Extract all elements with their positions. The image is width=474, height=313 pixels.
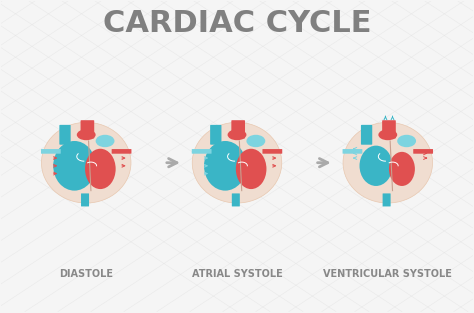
Ellipse shape bbox=[53, 141, 96, 191]
Ellipse shape bbox=[204, 141, 246, 191]
FancyBboxPatch shape bbox=[232, 193, 240, 207]
FancyBboxPatch shape bbox=[361, 125, 372, 145]
Ellipse shape bbox=[359, 146, 392, 186]
Ellipse shape bbox=[85, 149, 116, 189]
FancyBboxPatch shape bbox=[343, 149, 362, 154]
FancyBboxPatch shape bbox=[112, 149, 131, 154]
FancyBboxPatch shape bbox=[59, 125, 71, 145]
FancyBboxPatch shape bbox=[192, 149, 211, 154]
Ellipse shape bbox=[96, 135, 115, 147]
Ellipse shape bbox=[41, 122, 131, 203]
Ellipse shape bbox=[397, 135, 416, 147]
Ellipse shape bbox=[77, 129, 96, 140]
FancyBboxPatch shape bbox=[41, 149, 61, 154]
Ellipse shape bbox=[343, 122, 433, 203]
FancyBboxPatch shape bbox=[383, 193, 391, 207]
FancyBboxPatch shape bbox=[81, 120, 94, 139]
Ellipse shape bbox=[389, 152, 415, 186]
FancyBboxPatch shape bbox=[81, 193, 89, 207]
FancyBboxPatch shape bbox=[413, 149, 433, 154]
Text: VENTRICULAR SYSTOLE: VENTRICULAR SYSTOLE bbox=[323, 269, 452, 280]
Text: ATRIAL SYSTOLE: ATRIAL SYSTOLE bbox=[191, 269, 283, 280]
Text: CARDIAC CYCLE: CARDIAC CYCLE bbox=[103, 8, 371, 38]
FancyBboxPatch shape bbox=[210, 125, 221, 145]
FancyBboxPatch shape bbox=[231, 120, 245, 139]
FancyBboxPatch shape bbox=[263, 149, 282, 154]
FancyBboxPatch shape bbox=[382, 120, 396, 139]
Ellipse shape bbox=[236, 149, 266, 189]
Ellipse shape bbox=[192, 122, 282, 203]
Text: DIASTOLE: DIASTOLE bbox=[59, 269, 113, 280]
Ellipse shape bbox=[246, 135, 265, 147]
Ellipse shape bbox=[378, 129, 397, 140]
Ellipse shape bbox=[228, 129, 246, 140]
